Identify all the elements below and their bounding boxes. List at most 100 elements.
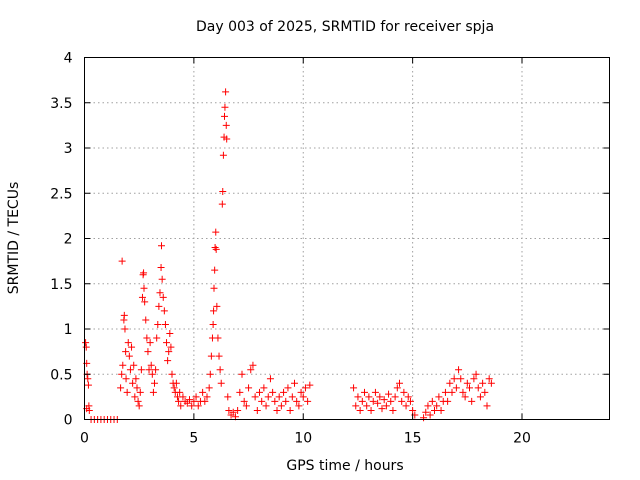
x-tick-label: 0 [80,431,89,447]
data-point [216,366,224,374]
data-point [452,384,460,392]
data-point [446,379,454,387]
data-point [350,384,358,392]
data-point [424,402,432,410]
data-point [306,381,314,389]
data-point [154,320,162,328]
data-point [253,406,261,414]
data-point [299,393,307,401]
data-point [240,397,248,405]
data-point [221,103,229,111]
data-point [148,370,156,378]
data-point [158,242,165,250]
data-point [485,375,493,383]
y-tick-labels: 0 0.5 1 1.5 2 2.5 3 3.5 4 [50,51,72,429]
data-point [123,388,131,396]
y-tick-label: 0 [64,413,73,429]
data-point [249,361,257,369]
data-point [280,388,288,396]
data-point [369,397,377,405]
data-point [400,388,408,396]
data-point [441,388,449,396]
data-point [199,388,207,396]
data-point [165,348,173,356]
data-point [124,339,132,347]
data-point [137,366,145,374]
data-point [177,402,185,410]
data-point [207,352,215,360]
data-point [476,393,484,401]
data-point [84,375,92,383]
x-tick-label: 15 [404,431,422,447]
y-tick-label: 3 [64,141,73,157]
data-point [271,397,279,405]
data-point [118,257,126,265]
data-point [223,135,231,143]
data-point [214,334,222,342]
data-point [144,348,152,356]
data-point [153,334,161,342]
data-point [286,406,294,414]
data-point [266,375,274,383]
grid-lines [84,57,610,420]
data-point [176,388,184,396]
data-point [203,393,211,401]
data-point [151,379,158,387]
data-point [158,275,166,283]
data-point [134,397,142,405]
data-point [301,384,309,392]
x-tick-label: 5 [189,431,198,447]
data-point [435,393,443,401]
data-point [85,406,93,414]
data-point [135,402,143,410]
data-point [122,375,130,383]
data-point [463,379,471,387]
data-point [146,339,154,347]
y-tick-label: 3.5 [50,96,72,112]
data-point [129,379,137,387]
data-point [140,284,148,292]
data-point [143,334,151,342]
data-point [406,397,414,405]
data-point [387,397,395,405]
data-point [275,393,283,401]
data-point [426,411,434,419]
data-point [132,375,140,383]
data-point [120,311,128,319]
data-point [367,406,375,414]
data-point [84,381,92,389]
data-point [391,393,399,401]
data-point [201,397,209,405]
data-point [420,414,428,422]
data-point [371,388,379,396]
data-point [457,375,465,383]
data-point [234,406,242,414]
data-point [211,244,219,252]
x-tick-label: 20 [513,431,531,447]
data-point [437,406,445,414]
data-point [242,402,250,410]
data-point [291,379,298,387]
data-point [433,402,441,410]
data-point [145,366,153,374]
data-point [210,284,218,292]
data-points [82,88,495,423]
data-point [245,384,253,392]
data-point [444,397,452,405]
data-point [212,228,220,236]
data-point [479,379,487,387]
data-point [409,406,417,414]
data-point [470,375,478,383]
data-point [461,393,469,401]
x-tick-labels: 0 5 10 15 20 [80,431,531,447]
data-point [186,396,193,404]
data-point [466,384,473,392]
data-point [163,339,171,347]
data-point [121,325,129,333]
data-point [142,316,150,324]
data-point [161,320,169,328]
data-point [258,397,266,405]
data-point [459,388,467,396]
data-point [170,384,178,392]
data-point [138,293,146,301]
